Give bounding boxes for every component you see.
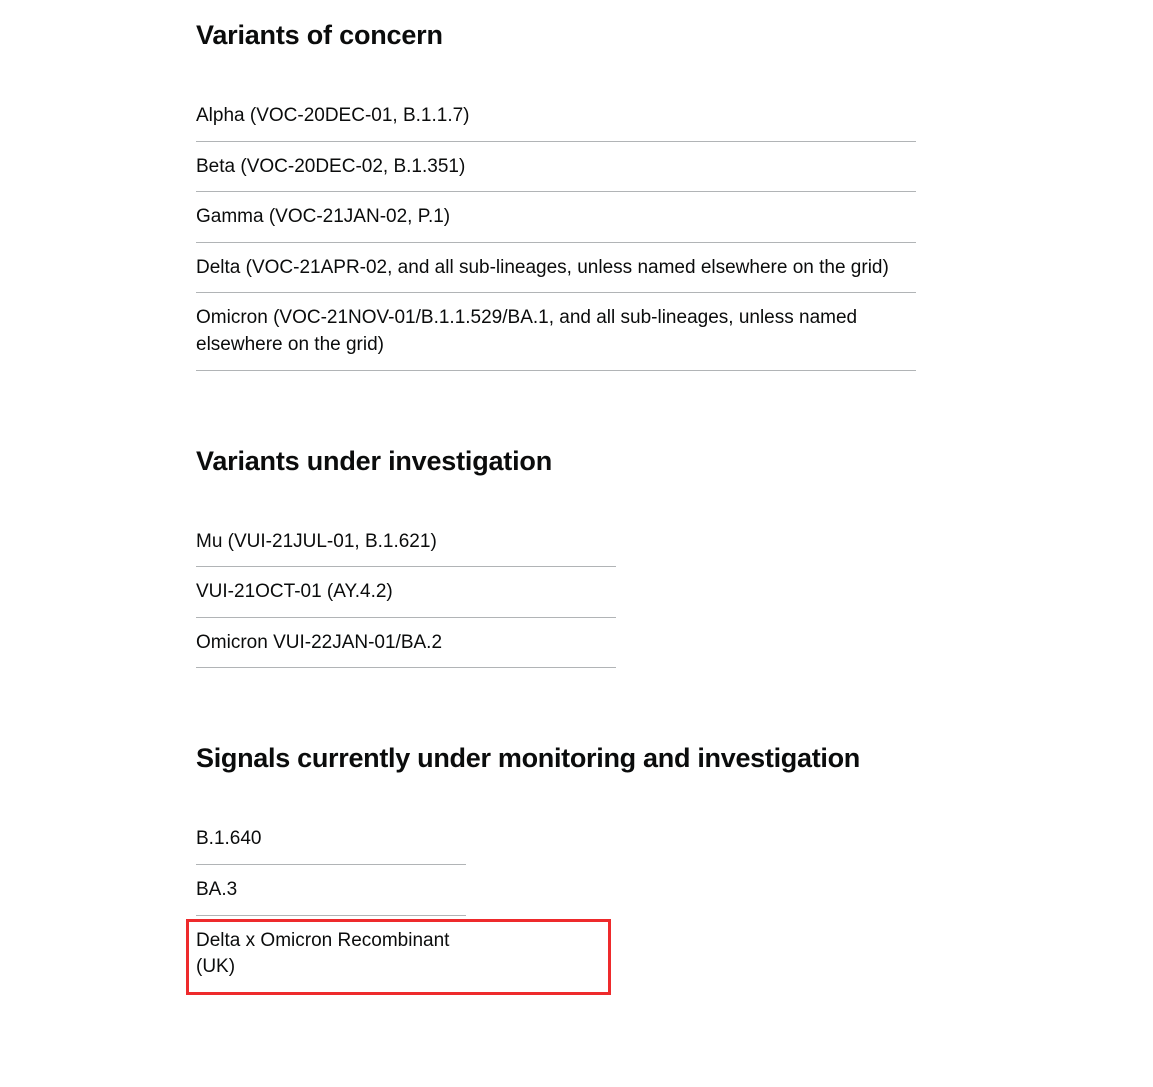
section-heading-investigation: Variants under investigation: [196, 446, 956, 477]
list-item: Beta (VOC-20DEC-02, B.1.351): [196, 142, 916, 193]
content-container: Variants of concern Alpha (VOC-20DEC-01,…: [196, 20, 956, 992]
signals-section: Signals currently under monitoring and i…: [196, 743, 956, 991]
list-item: Delta (VOC-21APR-02, and all sub-lineage…: [196, 243, 916, 294]
list-item: VUI-21OCT-01 (AY.4.2): [196, 567, 616, 618]
section-heading-signals: Signals currently under monitoring and i…: [196, 743, 956, 774]
list-item: Omicron (VOC-21NOV-01/B.1.1.529/BA.1, an…: [196, 293, 916, 370]
investigation-list: Mu (VUI-21JUL-01, B.1.621) VUI-21OCT-01 …: [196, 517, 616, 669]
section-heading-concern: Variants of concern: [196, 20, 956, 51]
list-item: Gamma (VOC-21JAN-02, P.1): [196, 192, 916, 243]
list-item: BA.3: [196, 865, 466, 916]
variants-under-investigation-section: Variants under investigation Mu (VUI-21J…: [196, 446, 956, 669]
list-item-highlighted: Delta x Omicron Recombinant (UK): [196, 916, 466, 992]
variants-of-concern-section: Variants of concern Alpha (VOC-20DEC-01,…: [196, 20, 956, 371]
list-item: Mu (VUI-21JUL-01, B.1.621): [196, 517, 616, 568]
list-item: Alpha (VOC-20DEC-01, B.1.1.7): [196, 91, 916, 142]
signals-list: B.1.640 BA.3 Delta x Omicron Recombinant…: [196, 814, 466, 991]
concern-list: Alpha (VOC-20DEC-01, B.1.1.7) Beta (VOC-…: [196, 91, 916, 371]
list-item: B.1.640: [196, 814, 466, 865]
list-item: Omicron VUI-22JAN-01/BA.2: [196, 618, 616, 669]
list-item-text: Delta x Omicron Recombinant (UK): [196, 930, 449, 978]
